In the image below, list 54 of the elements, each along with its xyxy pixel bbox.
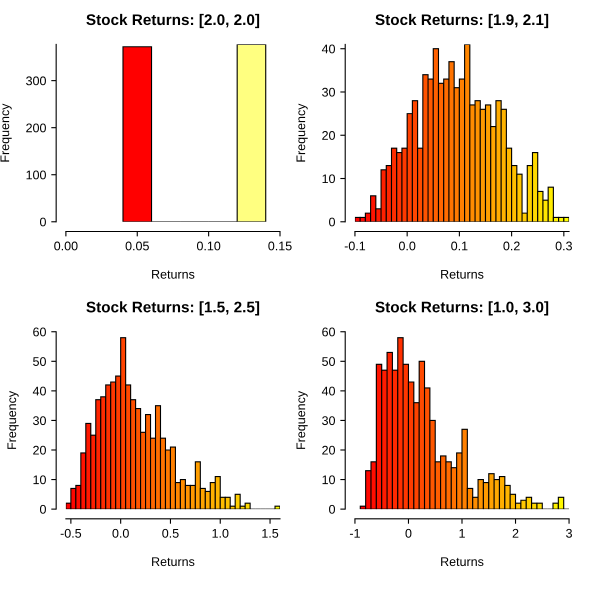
y-tick-label: 30 — [33, 416, 46, 426]
x-axis-title: Returns — [441, 557, 484, 566]
x-axis-title: Returns — [152, 270, 194, 279]
y-tick-label: 200 — [26, 123, 46, 132]
y-tick-label: 10 — [322, 475, 336, 484]
y-tick-label: 100 — [26, 170, 46, 180]
y-tick-label: 0 — [40, 218, 46, 226]
y-tick-label: 20 — [33, 446, 46, 455]
y-tick-label: 40 — [322, 44, 336, 54]
x-tick-label: -0.1 — [344, 242, 366, 250]
chart-title: Stock Returns: [1.0, 3.0] — [375, 301, 548, 316]
x-tick-label: 0.3 — [556, 242, 572, 250]
y-tick-label: 60 — [33, 328, 46, 336]
x-tick-label: -1 — [350, 529, 360, 538]
x-tick-label: -0.5 — [60, 528, 82, 538]
y-axis-title: Frequency — [296, 104, 308, 162]
y-tick-label: 30 — [322, 88, 336, 97]
y-tick-label: 0 — [329, 218, 336, 226]
y-tick-label: 0 — [329, 504, 336, 514]
x-tick-label: 0.15 — [268, 242, 292, 250]
y-tick-label: 0 — [40, 504, 46, 514]
y-tick-label: 60 — [322, 328, 336, 336]
y-tick-label: 20 — [322, 131, 336, 140]
x-tick-label: 1 — [459, 529, 465, 538]
y-tick-label: 20 — [322, 446, 336, 455]
y-tick-label: 10 — [33, 475, 46, 484]
x-tick-label: 2 — [512, 528, 518, 538]
x-tick-label: 1.0 — [212, 528, 228, 538]
y-tick-label: 10 — [322, 174, 336, 184]
x-tick-label: 0.10 — [196, 242, 220, 250]
x-axis-title: Returns — [152, 557, 194, 566]
x-tick-label: 1.5 — [262, 529, 278, 538]
y-tick-label: 30 — [322, 416, 336, 426]
chart-title: Stock Returns: [1.9, 2.1] — [375, 14, 548, 28]
x-tick-label: 0.1 — [451, 242, 468, 250]
chart-title: Stock Returns: [1.5, 2.5] — [86, 301, 260, 316]
y-axis-title: Frequency — [0, 104, 12, 162]
x-axis-title: Returns — [441, 270, 484, 279]
y-tick-label: 40 — [32, 386, 46, 396]
y-tick-label: 40 — [322, 386, 336, 396]
x-tick-label: 0.0 — [112, 528, 129, 538]
x-tick-label: 0.5 — [162, 528, 179, 538]
x-tick-label: 0 — [405, 528, 412, 538]
y-tick-label: 50 — [322, 357, 336, 366]
y-tick-label: 50 — [33, 357, 46, 366]
x-tick-label: 0.0 — [398, 242, 416, 250]
chart-title: Stock Returns: [2.0, 2.0] — [86, 14, 260, 28]
x-tick-label: 0.00 — [54, 242, 78, 250]
y-axis-title: Frequency — [7, 390, 19, 449]
x-tick-label: 0.05 — [126, 242, 149, 250]
y-tick-label: 300 — [26, 76, 46, 86]
x-tick-label: 0.2 — [503, 242, 520, 250]
y-axis-title: Frequency — [296, 390, 308, 449]
x-tick-label: 3 — [566, 528, 572, 538]
